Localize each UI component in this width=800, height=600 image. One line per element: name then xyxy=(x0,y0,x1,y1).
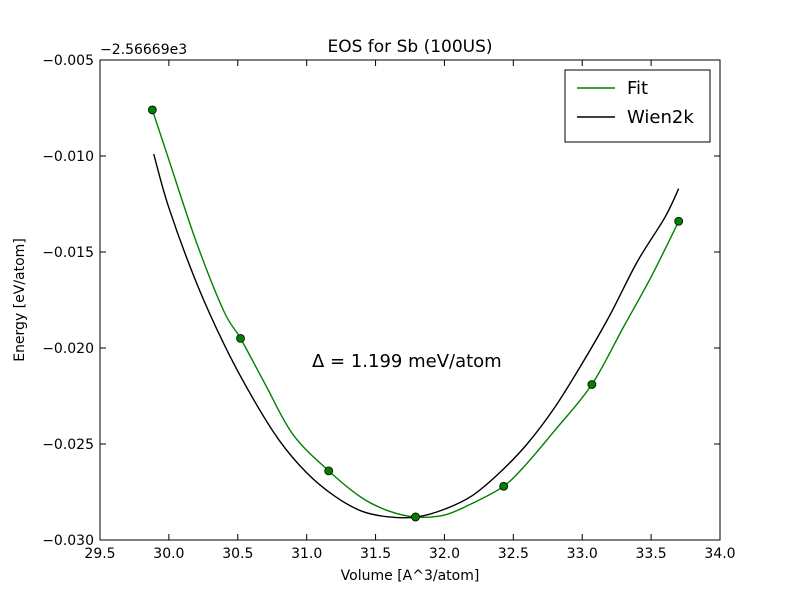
x-tick-label: 31.5 xyxy=(360,546,391,562)
x-axis-label: Volume [A^3/atom] xyxy=(341,568,480,584)
fit-line xyxy=(151,109,680,518)
wien2k-line xyxy=(153,153,680,519)
data-point xyxy=(236,333,245,343)
legend-label-wien2k: Wien2k xyxy=(627,107,694,128)
x-tick-label: 30.5 xyxy=(222,546,253,562)
x-tick-label: 31.0 xyxy=(291,546,322,562)
plot-area xyxy=(147,105,684,522)
data-point xyxy=(674,216,684,226)
data-point xyxy=(147,105,157,115)
delta-annotation: Δ = 1.199 meV/atom xyxy=(312,351,502,372)
data-point xyxy=(499,481,509,491)
x-tick-label: 29.5 xyxy=(84,546,115,562)
legend-box xyxy=(564,69,711,143)
y-tick-label: −0.015 xyxy=(42,245,94,261)
x-tick-label: 32.5 xyxy=(498,546,529,562)
y-tick-label: −0.005 xyxy=(42,53,94,69)
y-offset-label: −2.56669e3 xyxy=(100,42,187,58)
legend: Fit Wien2k xyxy=(564,69,711,143)
y-tick-label: −0.010 xyxy=(42,149,94,165)
x-tick-label: 34.0 xyxy=(704,546,735,562)
data-point xyxy=(411,512,420,522)
x-tick-label: 33.0 xyxy=(567,546,598,562)
plot-frame xyxy=(99,59,721,541)
x-tick-label: 33.5 xyxy=(636,546,667,562)
axes: 29.5 30.0 30.5 31.0 31.5 32.0 32.5 33.0 33.5 34.0… xyxy=(42,53,735,562)
x-tick-label: 32.0 xyxy=(429,546,460,562)
data-point xyxy=(587,380,597,389)
y-tick-label: −0.020 xyxy=(42,341,94,357)
chart-title: EOS for Sb (100US) xyxy=(327,37,492,57)
y-tick-label: −0.030 xyxy=(42,533,94,549)
y-tick-label: −0.025 xyxy=(42,437,94,453)
legend-label-fit: Fit xyxy=(627,78,648,99)
data-point xyxy=(324,466,334,476)
x-tick-label: 30.0 xyxy=(153,546,184,562)
y-axis-label: Energy [eV/atom] xyxy=(12,238,28,362)
